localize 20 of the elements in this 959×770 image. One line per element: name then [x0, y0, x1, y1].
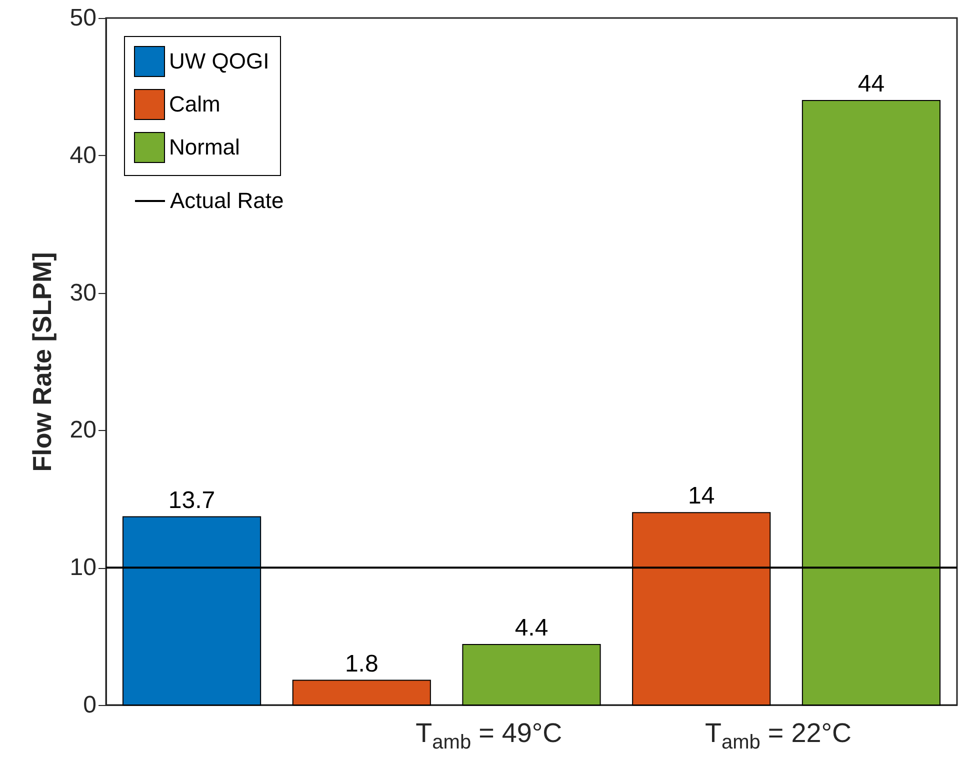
text: T$_{amb}$ = 49°C — [416, 718, 562, 754]
legend-label: Calm — [169, 92, 220, 116]
data-label: 14 — [688, 482, 715, 510]
data-label: 4.4 — [514, 614, 548, 642]
data-label: 1.8 — [344, 650, 378, 678]
y-tick-label: 40 — [70, 142, 96, 169]
y-tick-label: 30 — [70, 279, 96, 306]
data-label: 13.7 — [168, 486, 216, 514]
y-axis-title: Flow Rate [SLPM] — [26, 252, 57, 472]
y-tick-label: 50 — [70, 4, 96, 32]
data-label: 44 — [858, 70, 885, 98]
y-tick-label: 20 — [70, 416, 96, 444]
text: T$_{amb}$ = 22°C — [705, 718, 852, 754]
bar — [462, 644, 601, 706]
legend-label: UW QOGI — [169, 48, 270, 74]
y-tick-label: 0 — [83, 692, 96, 718]
y-tick-label: 10 — [70, 554, 96, 582]
legend-label: Actual Rate — [170, 188, 284, 213]
legend-label: Normal — [169, 134, 240, 160]
bar — [292, 680, 431, 706]
